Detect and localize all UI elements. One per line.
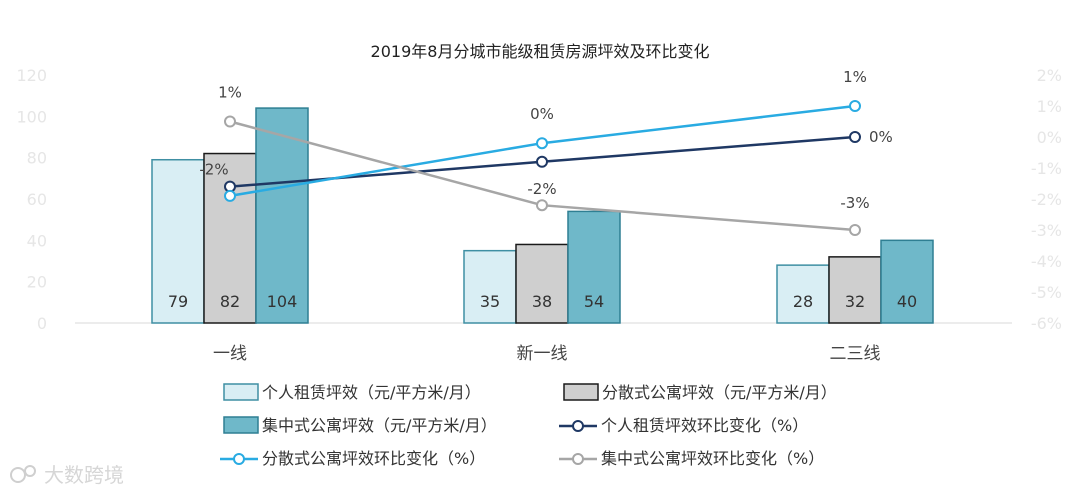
legend-label: 个人租赁坪效（元/平方米/月） xyxy=(262,383,481,402)
left-tick-label: 20 xyxy=(27,273,47,292)
bar xyxy=(255,107,309,324)
watermark-logo-icon-2 xyxy=(24,465,36,477)
chart-title: 2019年8月分城市能级租赁房源坪效及环比变化 xyxy=(371,42,710,61)
bar-data-label: 32 xyxy=(845,292,865,311)
right-tick-label: -4% xyxy=(1031,252,1062,271)
watermark-logo-icon xyxy=(10,467,26,483)
bars: 79 35 28 82 38 32 104 54 40 xyxy=(151,107,934,324)
bar xyxy=(567,210,621,324)
right-tick-label: -5% xyxy=(1031,283,1062,302)
right-tick-label: 0% xyxy=(1037,128,1062,147)
legend-marker xyxy=(572,420,584,432)
bar xyxy=(880,239,934,324)
legend-swatch xyxy=(223,416,259,434)
legend-label: 个人租赁坪效环比变化（%） xyxy=(601,416,808,435)
watermark: 大数跨境 xyxy=(10,463,124,487)
bar-data-label: 54 xyxy=(584,292,604,311)
line-point xyxy=(849,100,861,112)
line-point xyxy=(849,224,861,236)
right-tick-label: -3% xyxy=(1031,221,1062,240)
line-point xyxy=(536,137,548,150)
watermark-text: 大数跨境 xyxy=(44,463,124,487)
bar-data-label: 35 xyxy=(480,292,500,311)
left-tick-label: 120 xyxy=(16,66,47,85)
left-tick-label: 0 xyxy=(37,314,47,333)
right-tick-label: 1% xyxy=(1037,97,1062,116)
legend-swatch xyxy=(563,383,599,401)
legend-swatch xyxy=(223,383,259,401)
bar-data-label: 40 xyxy=(897,292,917,311)
line-data-label: 1% xyxy=(218,84,242,102)
line-point xyxy=(224,115,236,128)
legend-marker xyxy=(233,453,245,465)
category-label: 二三线 xyxy=(830,344,881,364)
bar-data-label: 82 xyxy=(220,292,240,311)
category-label: 新一线 xyxy=(517,344,568,364)
line-point xyxy=(536,155,548,168)
bar-data-label: 79 xyxy=(168,292,188,311)
right-tick-label: 2% xyxy=(1037,66,1062,85)
legend-marker xyxy=(572,453,584,465)
legend-label: 集中式公寓坪效（元/平方米/月） xyxy=(262,416,497,435)
right-tick-label: -2% xyxy=(1031,190,1062,209)
left-axis: 0 20 40 60 80 100 120 xyxy=(16,66,47,333)
lines: -2% 0% 1% 1% -2% -3% 0% xyxy=(199,68,893,236)
bar xyxy=(515,243,569,324)
left-tick-label: 40 xyxy=(27,231,47,250)
legend-label: 分散式公寓坪效（元/平方米/月） xyxy=(602,383,837,402)
bar-data-label: 104 xyxy=(267,292,298,311)
right-tick-label: -6% xyxy=(1031,314,1062,333)
bar-data-label: 38 xyxy=(532,292,552,311)
left-tick-label: 80 xyxy=(27,149,47,168)
bar-data-label: 28 xyxy=(793,292,813,311)
legend-label: 集中式公寓坪效环比变化（%） xyxy=(601,449,824,468)
line-data-label: -3% xyxy=(840,194,869,212)
bar xyxy=(463,249,517,324)
line-data-label: 0% xyxy=(530,105,554,123)
legend-label: 分散式公寓坪效环比变化（%） xyxy=(262,449,485,468)
left-tick-label: 100 xyxy=(16,107,47,126)
line-point xyxy=(536,199,548,212)
line-data-label: -2% xyxy=(199,161,228,179)
category-labels: 一线 新一线 二三线 xyxy=(213,344,881,364)
line-point xyxy=(224,189,236,202)
left-tick-label: 60 xyxy=(27,190,47,209)
legend: 个人租赁坪效（元/平方米/月） 分散式公寓坪效（元/平方米/月） 集中式公寓坪效（元… xyxy=(220,383,837,468)
line-point xyxy=(849,131,861,143)
right-axis: -6% -5% -4% -3% -2% -1% 0% 1% 2% xyxy=(1031,66,1062,333)
bar xyxy=(828,256,882,324)
right-tick-label: -1% xyxy=(1031,159,1062,178)
line-data-label: 0% xyxy=(869,128,893,146)
line-data-label: -2% xyxy=(527,180,556,198)
category-label: 一线 xyxy=(213,344,247,364)
line-data-label: 1% xyxy=(843,68,867,86)
